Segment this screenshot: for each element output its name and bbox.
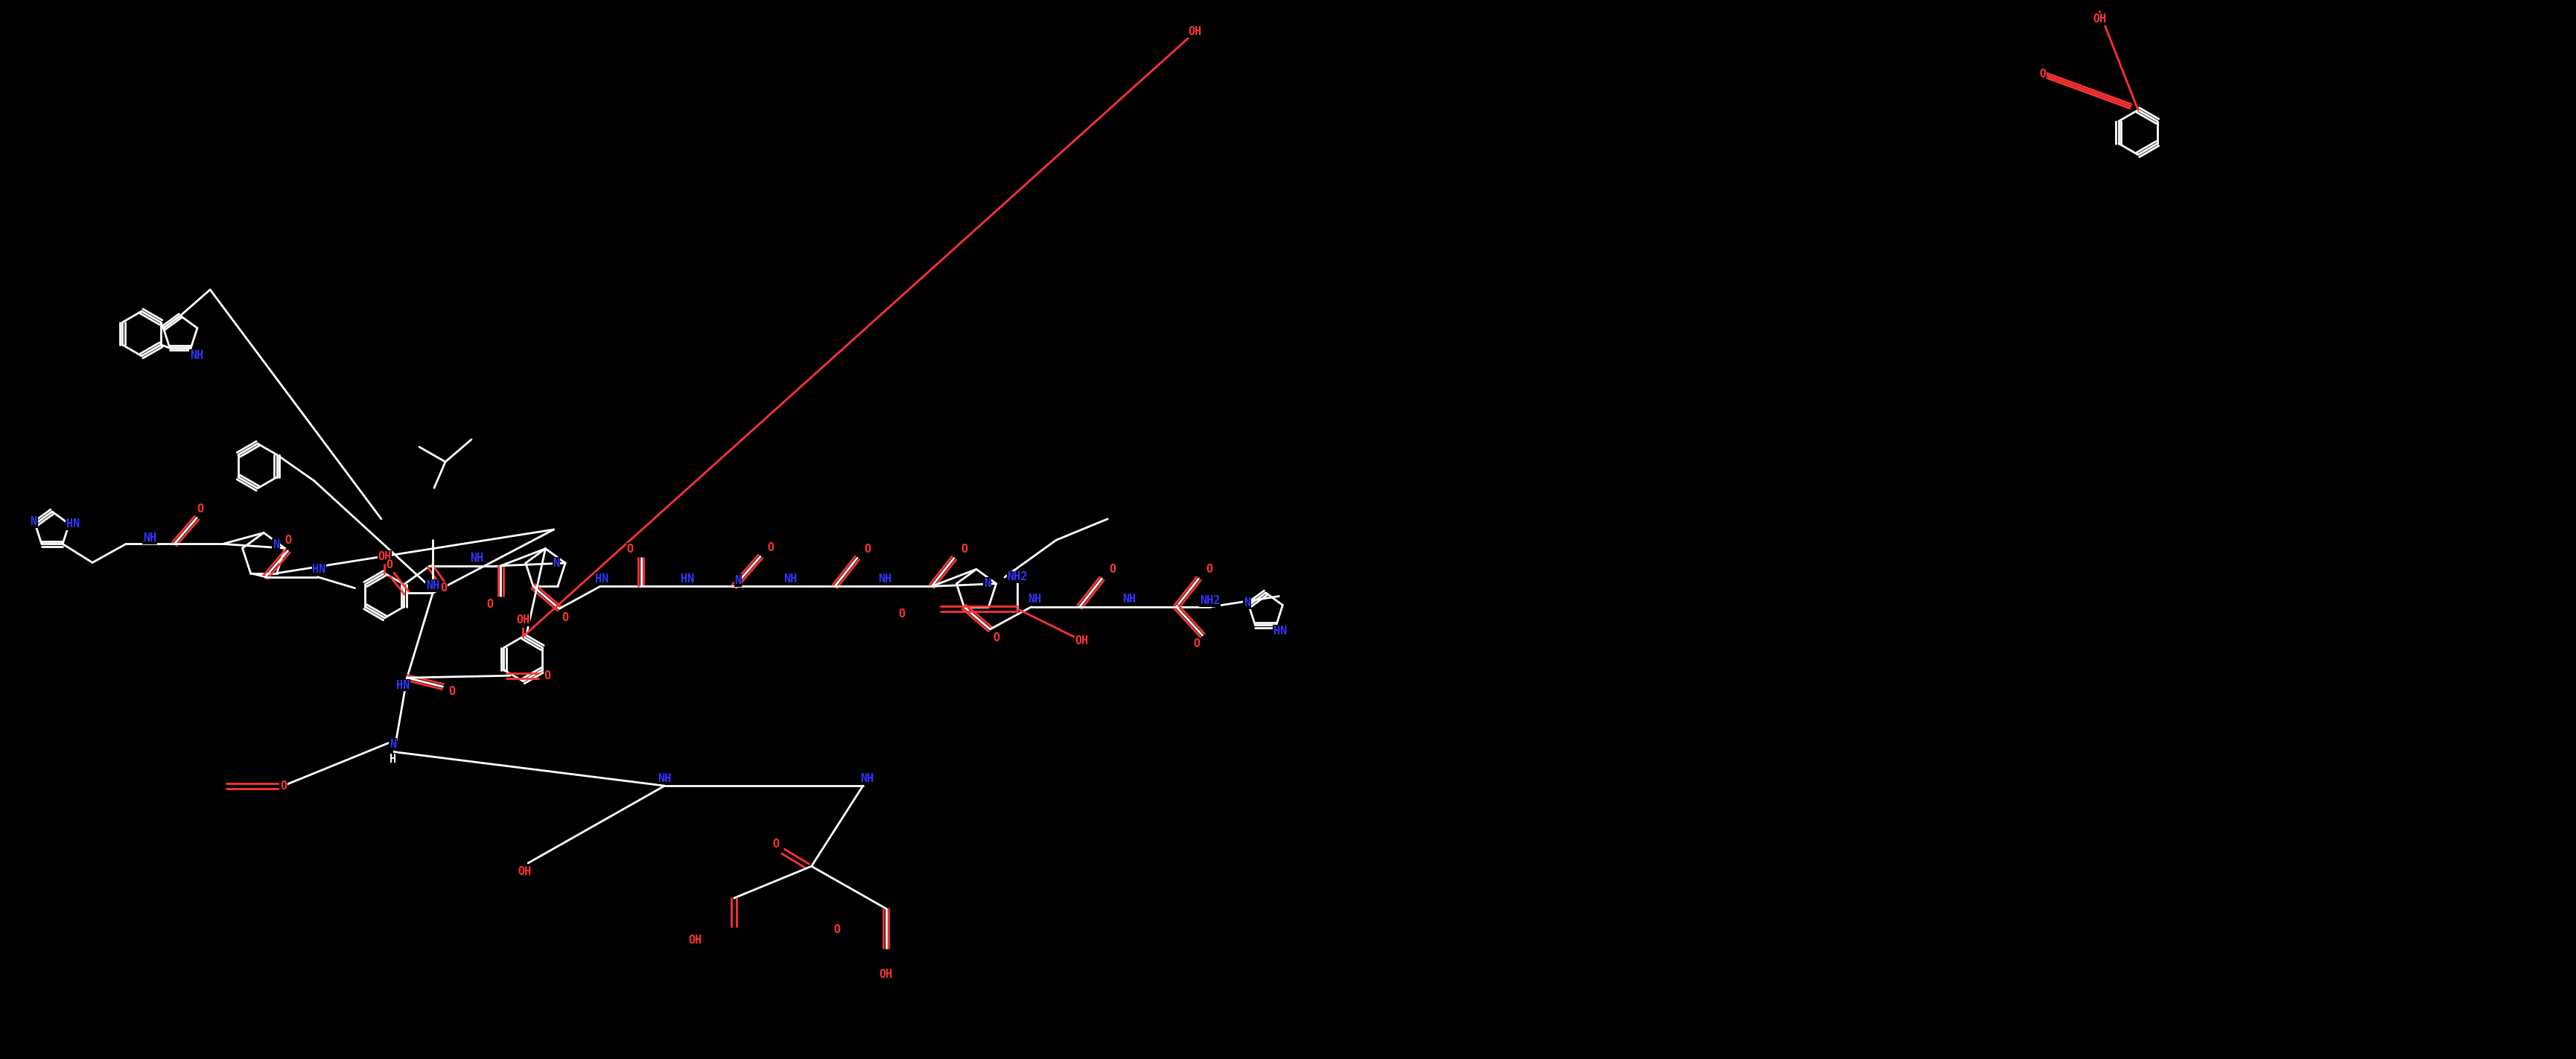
- Text: O: O: [992, 632, 999, 644]
- Text: O: O: [1206, 564, 1213, 575]
- Text: OH: OH: [379, 552, 392, 562]
- Text: N: N: [734, 575, 742, 586]
- Text: N: N: [984, 578, 992, 589]
- Text: O: O: [835, 925, 840, 935]
- Text: OH: OH: [1074, 635, 1090, 646]
- Text: N: N: [554, 557, 559, 569]
- Text: O: O: [2040, 69, 2045, 79]
- Text: HN: HN: [312, 563, 327, 575]
- Text: O: O: [544, 670, 551, 681]
- Text: NH: NH: [783, 573, 796, 585]
- Text: O: O: [1193, 639, 1200, 650]
- Text: OH: OH: [2092, 14, 2107, 24]
- Text: N: N: [31, 516, 36, 527]
- Text: O: O: [626, 543, 634, 555]
- Text: O: O: [487, 599, 492, 610]
- Text: N: N: [273, 539, 278, 550]
- Text: N: N: [389, 739, 397, 750]
- Text: OH: OH: [688, 935, 703, 946]
- Text: O: O: [863, 543, 871, 555]
- Text: OH: OH: [1188, 26, 1203, 37]
- Text: NH: NH: [471, 553, 484, 563]
- Text: O: O: [773, 839, 778, 849]
- Text: NH: NH: [657, 773, 672, 784]
- Text: NH: NH: [191, 349, 204, 361]
- Text: NH: NH: [860, 773, 873, 784]
- Text: O: O: [283, 535, 291, 546]
- Text: O: O: [961, 543, 969, 555]
- Text: N: N: [1244, 597, 1249, 609]
- Text: NH2: NH2: [1007, 572, 1028, 582]
- Text: O: O: [1108, 564, 1115, 575]
- Text: O: O: [562, 612, 569, 623]
- Text: O: O: [281, 780, 286, 791]
- Text: NH: NH: [1028, 594, 1041, 605]
- Text: NH: NH: [1123, 594, 1136, 605]
- Text: NH2: NH2: [1200, 595, 1221, 607]
- Text: OH: OH: [518, 866, 531, 878]
- Text: OH: OH: [515, 614, 531, 626]
- Text: NH: NH: [144, 533, 157, 543]
- Text: O: O: [448, 685, 456, 697]
- Text: OH: OH: [878, 969, 894, 980]
- Text: O: O: [196, 503, 204, 515]
- Text: HN: HN: [397, 680, 410, 690]
- Text: HN: HN: [1273, 626, 1285, 636]
- Text: O: O: [440, 582, 446, 594]
- Text: HN: HN: [67, 519, 80, 530]
- Text: H: H: [389, 754, 397, 765]
- Text: NH: NH: [425, 580, 440, 591]
- Text: O: O: [899, 609, 904, 620]
- Text: HN: HN: [680, 573, 693, 585]
- Text: HN: HN: [595, 573, 608, 585]
- Text: O: O: [386, 559, 394, 571]
- Text: O: O: [768, 542, 775, 553]
- Text: NH: NH: [878, 573, 891, 585]
